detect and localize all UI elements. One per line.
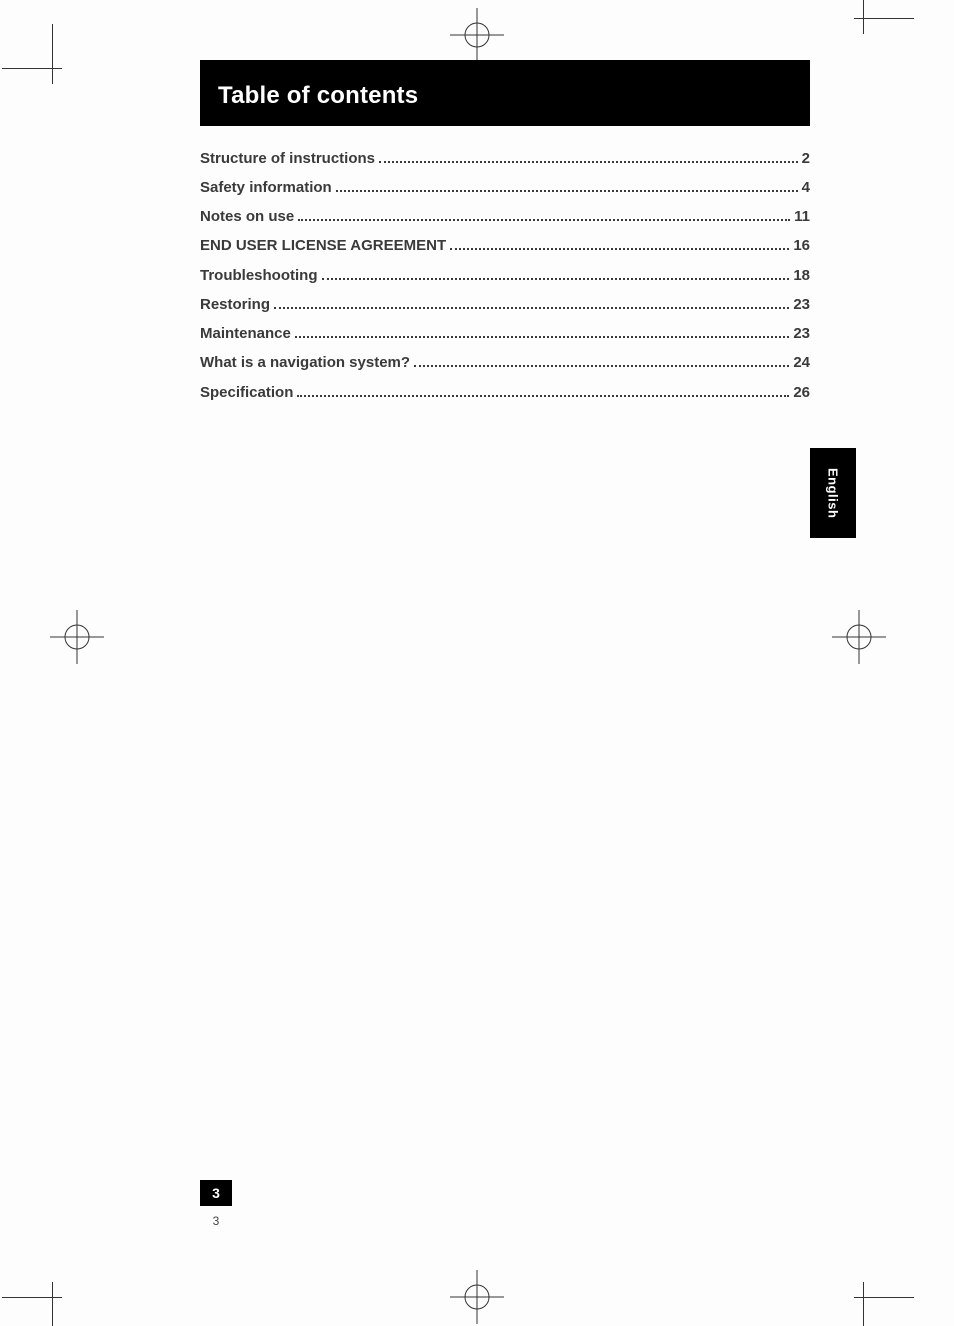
registration-target-icon — [50, 610, 104, 664]
registration-target-icon — [450, 8, 504, 62]
table-of-contents: Structure of instructions 2 Safety infor… — [200, 144, 810, 407]
page-title: Table of contents — [200, 60, 810, 126]
toc-entry: What is a navigation system? 24 — [200, 349, 810, 378]
toc-page-number: 2 — [802, 149, 810, 169]
toc-page-number: 23 — [793, 324, 810, 344]
crop-mark-icon — [844, 0, 924, 70]
toc-label: Specification — [200, 383, 293, 403]
toc-entry: Structure of instructions 2 — [200, 144, 810, 173]
toc-entry: END USER LICENSE AGREEMENT 16 — [200, 232, 810, 261]
toc-leader-dots — [379, 152, 798, 163]
toc-label: Structure of instructions — [200, 149, 375, 169]
toc-page-number: 11 — [794, 207, 810, 227]
toc-leader-dots — [297, 386, 789, 397]
toc-label: Restoring — [200, 295, 270, 315]
toc-entry: Maintenance 23 — [200, 320, 810, 349]
toc-entry: Notes on use 11 — [200, 203, 810, 232]
toc-page-number: 24 — [793, 353, 810, 373]
toc-leader-dots — [336, 181, 798, 192]
toc-leader-dots — [450, 239, 789, 250]
toc-label: Safety information — [200, 178, 332, 198]
toc-leader-dots — [322, 269, 790, 280]
toc-entry: Troubleshooting 18 — [200, 261, 810, 290]
toc-leader-dots — [274, 298, 789, 309]
toc-page-number: 18 — [793, 266, 810, 286]
page-number-block: 3 — [200, 1180, 232, 1206]
toc-label: Maintenance — [200, 324, 291, 344]
page-number-small: 3 — [200, 1214, 232, 1228]
toc-leader-dots — [298, 210, 790, 221]
toc-label: Notes on use — [200, 207, 294, 227]
registration-target-icon — [832, 610, 886, 664]
toc-leader-dots — [295, 327, 789, 338]
toc-label: Troubleshooting — [200, 266, 318, 286]
crop-mark-icon — [0, 1246, 72, 1326]
toc-entry: Restoring 23 — [200, 290, 810, 319]
manual-page: Table of contents Structure of instructi… — [0, 0, 954, 1326]
toc-label: END USER LICENSE AGREEMENT — [200, 236, 446, 256]
toc-page-number: 16 — [793, 236, 810, 256]
toc-entry: Safety information 4 — [200, 173, 810, 202]
toc-page-number: 23 — [793, 295, 810, 315]
toc-entry: Specification 26 — [200, 378, 810, 407]
toc-leader-dots — [414, 356, 789, 367]
toc-page-number: 26 — [793, 383, 810, 403]
crop-mark-icon — [0, 40, 72, 120]
language-tab: English — [810, 448, 856, 538]
crop-mark-icon — [844, 1246, 924, 1326]
toc-page-number: 4 — [802, 178, 810, 198]
content-area: Table of contents Structure of instructi… — [200, 60, 810, 407]
toc-label: What is a navigation system? — [200, 353, 410, 373]
registration-target-icon — [450, 1270, 504, 1324]
